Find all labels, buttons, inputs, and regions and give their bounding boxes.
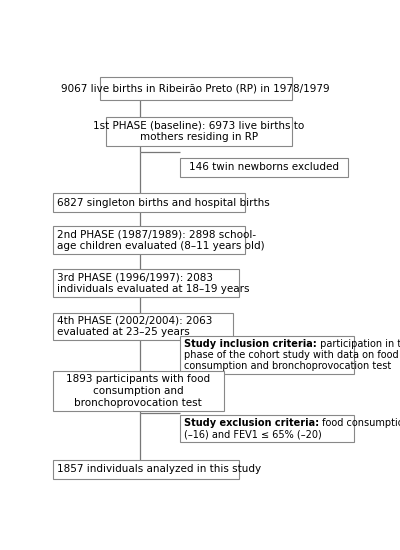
FancyBboxPatch shape [53,226,245,255]
Text: 3rd PHASE (1996/1997): 2083
individuals evaluated at 18–19 years: 3rd PHASE (1996/1997): 2083 individuals … [57,272,249,294]
FancyBboxPatch shape [53,270,239,297]
FancyBboxPatch shape [180,158,348,177]
Text: 1st PHASE (baseline): 6973 live births to
mothers residing in RP: 1st PHASE (baseline): 6973 live births t… [93,121,304,142]
FancyBboxPatch shape [180,336,354,375]
FancyBboxPatch shape [106,117,292,146]
Text: phase of the cohort study with data on food: phase of the cohort study with data on f… [184,350,398,360]
Text: 6827 singleton births and hospital births: 6827 singleton births and hospital birth… [57,197,270,207]
Text: participation in the fourth: participation in the fourth [317,339,400,349]
FancyBboxPatch shape [53,460,239,479]
Text: consumption and bronchoprovocation test: consumption and bronchoprovocation test [184,361,391,371]
Text: food consumption outliers: food consumption outliers [319,417,400,427]
Text: 1893 participants with food
consumption and
bronchoprovocation test: 1893 participants with food consumption … [66,375,210,408]
Text: 1857 individuals analyzed in this study: 1857 individuals analyzed in this study [57,464,261,475]
Text: Study exclusion criteria:: Study exclusion criteria: [184,417,319,427]
Text: 9067 live births in Ribeirão Preto (RP) in 1978/1979: 9067 live births in Ribeirão Preto (RP) … [61,83,330,94]
Text: (–16) and FEV1 ≤ 65% (–20): (–16) and FEV1 ≤ 65% (–20) [184,429,322,439]
Text: Study inclusion criteria:: Study inclusion criteria: [184,339,317,349]
Text: 2nd PHASE (1987/1989): 2898 school-
age children evaluated (8–11 years old): 2nd PHASE (1987/1989): 2898 school- age … [57,229,264,251]
Text: 146 twin newborns excluded: 146 twin newborns excluded [189,162,339,173]
FancyBboxPatch shape [53,371,224,411]
FancyBboxPatch shape [100,76,292,100]
FancyBboxPatch shape [53,193,245,212]
Text: 4th PHASE (2002/2004): 2063
evaluated at 23–25 years: 4th PHASE (2002/2004): 2063 evaluated at… [57,316,212,338]
FancyBboxPatch shape [180,415,354,442]
FancyBboxPatch shape [53,313,233,340]
